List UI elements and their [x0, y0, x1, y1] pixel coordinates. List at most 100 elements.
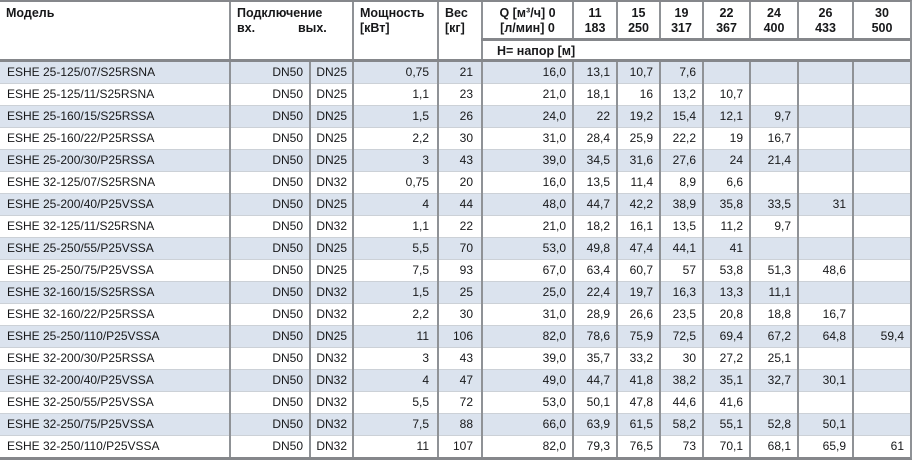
table-row: ESHE 25-200/40/P25VSSA DN50 DN25 4 44 48,0 44,…: [0, 192, 910, 215]
head-cell: 49,8: [572, 236, 617, 259]
head-cell: 33,5: [749, 192, 798, 215]
head-cell: 82,0: [481, 434, 573, 457]
table-row: ESHE 32-125/07/S25RSNA DN50 DN32 0,75 20 16,0…: [0, 170, 910, 193]
outlet-cell: DN25: [309, 324, 353, 347]
weight-cell: 47: [437, 368, 482, 391]
power-cell: 0,75: [352, 60, 438, 83]
table-row: ESHE 32-250/110/P25VSSA DN50 DN32 11 107 82,0…: [0, 434, 910, 457]
outlet-cell: DN25: [309, 104, 353, 127]
head-cell: 61,5: [616, 412, 660, 435]
power-unit-label: [кВт]: [360, 21, 390, 35]
weight-cell: 88: [437, 412, 482, 435]
head-cell: 52,8: [749, 412, 798, 435]
outlet-cell: DN25: [309, 236, 353, 259]
outlet-cell: DN25: [309, 258, 353, 281]
inlet-cell: DN50: [229, 60, 310, 83]
head-cell: 47,8: [616, 390, 660, 413]
head-cell: 69,4: [702, 324, 750, 347]
head-cell: [852, 60, 910, 83]
head-cell: 35,7: [572, 346, 617, 369]
head-cell: [852, 214, 910, 237]
model-cell: ESHE 32-160/15/S25RSSA: [0, 280, 230, 303]
head-cell: 53,0: [481, 236, 573, 259]
model-cell: ESHE 32-125/11/S25RSNA: [0, 214, 230, 237]
model-cell: ESHE 25-250/75/P25VSSA: [0, 258, 230, 281]
power-cell: 11: [352, 324, 438, 347]
model-cell: ESHE 25-200/40/P25VSSA: [0, 192, 230, 215]
head-cell: 55,1: [702, 412, 750, 435]
head-cell: [852, 258, 910, 281]
table-row: ESHE 32-200/40/P25VSSA DN50 DN32 4 47 49,0 44,…: [0, 368, 910, 391]
head-cell: 63,4: [572, 258, 617, 281]
head-cell: 50,1: [572, 390, 617, 413]
col-header-q-22: 22 367: [702, 2, 750, 41]
q-m3h-value: 30: [875, 6, 889, 20]
inlet-cell: DN50: [229, 170, 310, 193]
weight-cell: 25: [437, 280, 482, 303]
head-cell: 58,2: [659, 412, 703, 435]
model-cell: ESHE 32-250/75/P25VSSA: [0, 412, 230, 435]
head-cell: 41: [702, 236, 750, 259]
col-header-connection: Подключение вх. вых.: [229, 2, 353, 62]
q-flow-label: Q [м³/ч] 0: [499, 6, 556, 20]
head-row-label: Н= напор [м]: [497, 43, 576, 58]
head-cell: 39,0: [481, 148, 573, 171]
head-cell: [852, 192, 910, 215]
head-cell: 63,9: [572, 412, 617, 435]
head-cell: 7,6: [659, 60, 703, 83]
weight-label: Вес: [445, 6, 468, 20]
weight-cell: 107: [437, 434, 482, 457]
head-cell: 49,0: [481, 368, 573, 391]
table-row: ESHE 25-125/07/S25RSNA DN50 DN25 0,75 21 16,0…: [0, 60, 910, 83]
model-cell: ESHE 25-200/30/P25RSSA: [0, 148, 230, 171]
head-cell: 18,8: [749, 302, 798, 325]
weight-cell: 43: [437, 148, 482, 171]
head-cell: 21,4: [749, 148, 798, 171]
inlet-cell: DN50: [229, 412, 310, 435]
table-row: ESHE 25-250/110/P25VSSA DN50 DN25 11 106 82,0…: [0, 324, 910, 347]
head-cell: 11,2: [702, 214, 750, 237]
inlet-cell: DN50: [229, 236, 310, 259]
head-cell: 60,7: [616, 258, 660, 281]
head-cell: 8,9: [659, 170, 703, 193]
head-cell: 53,8: [702, 258, 750, 281]
q-lmin-value: 250: [628, 21, 649, 35]
outlet-cell: DN32: [309, 214, 353, 237]
weight-unit-label: [кг]: [445, 21, 465, 35]
head-cell: 28,4: [572, 126, 617, 149]
head-cell: 21,0: [481, 214, 573, 237]
head-cell: 11,4: [616, 170, 660, 193]
head-cell: 16,1: [616, 214, 660, 237]
head-cell: [749, 236, 798, 259]
weight-cell: 30: [437, 126, 482, 149]
weight-cell: 44: [437, 192, 482, 215]
outlet-cell: DN32: [309, 412, 353, 435]
weight-cell: 70: [437, 236, 482, 259]
pump-spec-table: Модель Подключение вх. вых. Мощность [кВ…: [0, 2, 910, 457]
head-cell: 11,1: [749, 280, 798, 303]
head-cell: 44,7: [572, 368, 617, 391]
table-row: ESHE 32-200/30/P25RSSA DN50 DN32 3 43 39,0 35,…: [0, 346, 910, 369]
col-header-q-24: 24 400: [749, 2, 798, 41]
head-cell: 51,3: [749, 258, 798, 281]
head-cell: [852, 82, 910, 105]
model-cell: ESHE 32-200/30/P25RSSA: [0, 346, 230, 369]
head-cell: 32,7: [749, 368, 798, 391]
head-cell: [797, 346, 853, 369]
outlet-cell: DN32: [309, 434, 353, 457]
head-cell: [702, 60, 750, 83]
outlet-cell: DN25: [309, 60, 353, 83]
inlet-cell: DN50: [229, 214, 310, 237]
outlet-cell: DN25: [309, 126, 353, 149]
head-cell: 25,0: [481, 280, 573, 303]
head-cell: 13,2: [659, 82, 703, 105]
head-cell: [749, 82, 798, 105]
weight-cell: 30: [437, 302, 482, 325]
power-cell: 1,1: [352, 214, 438, 237]
pump-rows: ESHE 25-125/07/S25RSNA DN50 DN25 0,75 21 16,0…: [0, 60, 910, 457]
head-cell: 64,8: [797, 324, 853, 347]
table-row: ESHE 25-250/75/P25VSSA DN50 DN25 7,5 93 67,0 6…: [0, 258, 910, 281]
head-cell: [797, 214, 853, 237]
power-cell: 5,5: [352, 236, 438, 259]
